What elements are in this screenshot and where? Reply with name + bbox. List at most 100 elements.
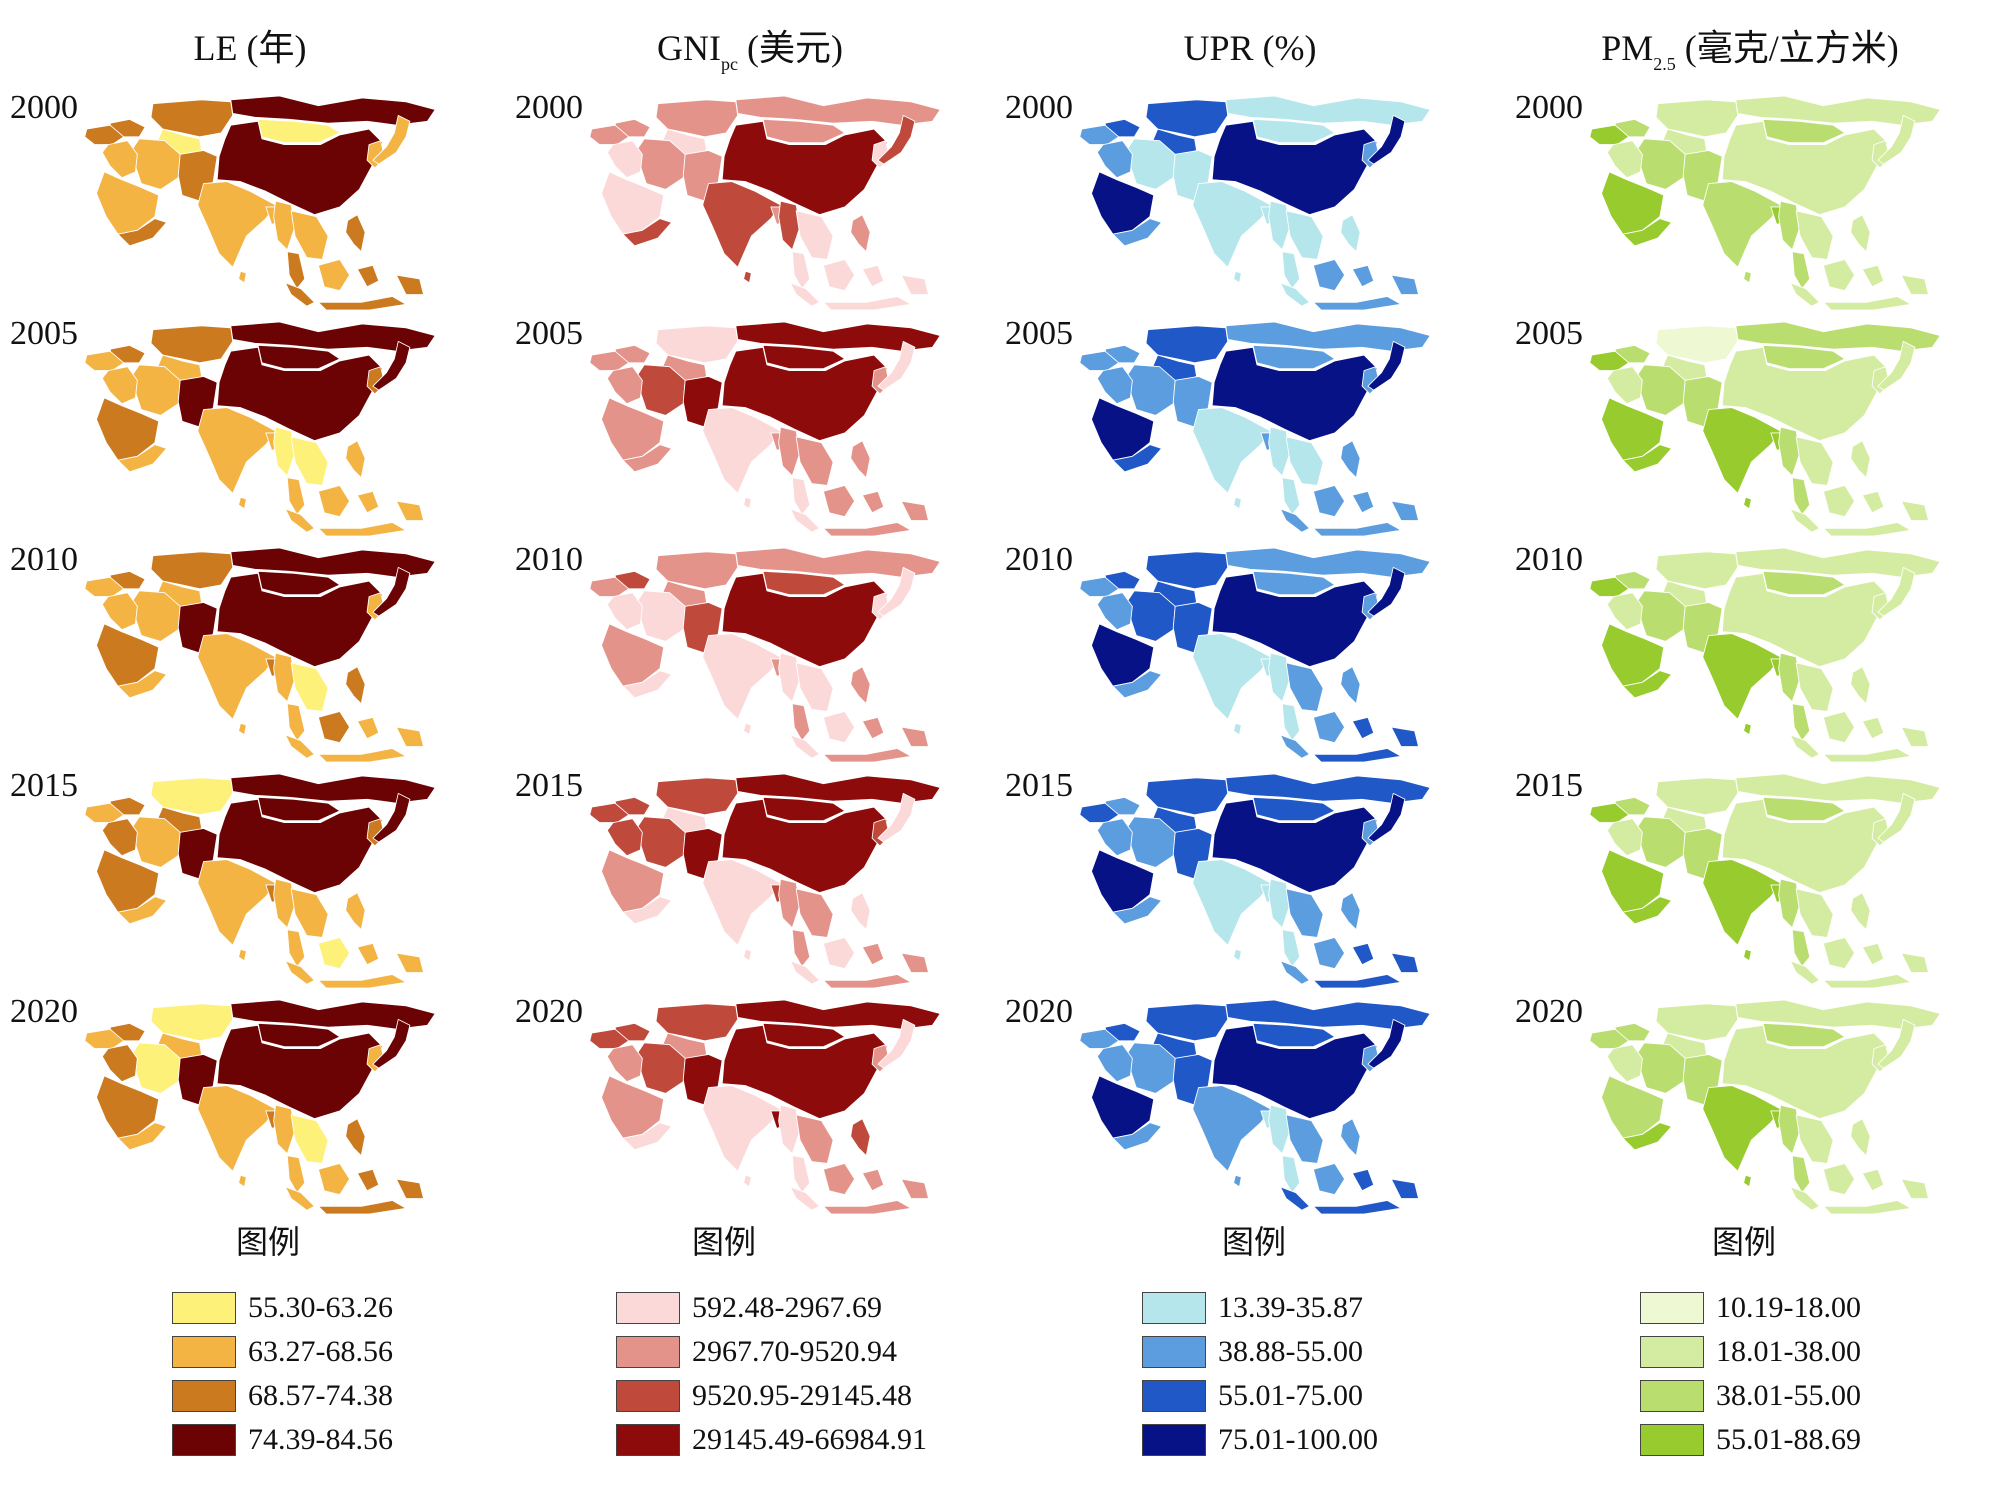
region-sumatra: [284, 1186, 315, 1211]
legend-label: 18.01-38.00: [1716, 1335, 1861, 1368]
region-sumatra: [1279, 960, 1310, 985]
region-myanmar: [778, 200, 801, 251]
legend-swatch: [616, 1292, 680, 1324]
region-indochina: [795, 662, 834, 712]
region-thai-malay: [286, 703, 306, 742]
legend-swatch: [1142, 1336, 1206, 1368]
legend-title: 图例: [236, 1224, 301, 1260]
legend-swatch: [172, 1380, 236, 1412]
year-map-panel: 2010: [1005, 540, 1465, 766]
region-yemen-oman: [622, 444, 672, 473]
region-indonesia-east: [822, 490, 929, 537]
region-philippines: [1340, 1118, 1361, 1157]
year-map-panel: 2000: [515, 88, 975, 314]
region-sri-lanka: [743, 496, 752, 510]
region-china: [1211, 346, 1379, 442]
region-china: [1721, 1024, 1889, 1120]
region-indonesia-east: [317, 1168, 424, 1215]
region-kazakhstan: [150, 325, 234, 364]
region-india: [197, 407, 277, 494]
region-iraq-syria: [1606, 818, 1643, 857]
region-kazakhstan: [1655, 99, 1739, 138]
region-arabia: [601, 1075, 665, 1139]
region-indonesia-east: [1822, 1168, 1929, 1215]
region-kazakhstan: [150, 551, 234, 590]
region-sumatra: [1789, 508, 1820, 533]
region-kazakhstan: [655, 325, 739, 364]
region-sumatra: [789, 508, 820, 533]
region-arabia: [1601, 623, 1665, 687]
region-russia-east: [735, 95, 941, 126]
region-sri-lanka: [743, 1174, 752, 1188]
year-label: 2010: [10, 541, 78, 578]
year-label: 2020: [515, 993, 583, 1030]
region-russia-east: [1735, 95, 1941, 126]
region-arabia: [601, 623, 665, 687]
legend-label: 38.88-55.00: [1218, 1335, 1363, 1368]
region-yemen-oman: [622, 1122, 672, 1151]
region-arabia: [601, 397, 665, 461]
region-india: [1702, 859, 1782, 946]
region-indonesia-east: [822, 942, 929, 989]
year-map-panel: 2000: [1515, 88, 1975, 314]
region-kazakhstan: [655, 1003, 739, 1042]
column-title: GNIpc (美元): [657, 28, 843, 74]
region-thai-malay: [1791, 929, 1811, 968]
region-japan: [877, 340, 916, 391]
region-thai-malay: [791, 1155, 811, 1194]
region-japan: [1367, 792, 1406, 843]
region-indonesia-east: [1822, 490, 1929, 537]
region-japan: [372, 792, 411, 843]
region-sumatra: [1279, 734, 1310, 759]
year-label: 2000: [10, 89, 78, 126]
region-russia-east: [735, 547, 941, 578]
region-japan: [372, 1018, 411, 1069]
region-arabia: [601, 849, 665, 913]
region-kazakhstan: [150, 1003, 234, 1042]
region-sumatra: [1279, 282, 1310, 307]
region-myanmar: [273, 652, 296, 703]
legend-label: 74.39-84.56: [248, 1423, 393, 1456]
region-iraq-syria: [101, 366, 138, 405]
region-arabia: [1091, 171, 1155, 235]
region-india: [702, 859, 782, 946]
region-sri-lanka: [1233, 270, 1242, 284]
region-sri-lanka: [743, 948, 752, 962]
region-china: [216, 346, 384, 442]
region-yemen-oman: [622, 670, 672, 699]
year-label: 2015: [515, 767, 583, 804]
region-indochina: [290, 888, 329, 938]
region-russia-east: [230, 547, 436, 578]
indicator-column: GNIpc (美元) 2000 2005 2010 2015 2020 图例 592.48-2…: [500, 0, 1000, 1492]
region-india: [702, 1085, 782, 1172]
year-map-panel: 2010: [1515, 540, 1975, 766]
year-map-panel: 2015: [10, 766, 470, 992]
region-sumatra: [284, 734, 315, 759]
region-myanmar: [273, 878, 296, 929]
year-label: 2010: [515, 541, 583, 578]
year-map-panel: 2020: [1005, 992, 1465, 1218]
region-indochina: [290, 436, 329, 486]
region-indonesia-east: [1822, 942, 1929, 989]
year-map-panel: 2010: [10, 540, 470, 766]
region-sri-lanka: [1233, 496, 1242, 510]
region-philippines: [1850, 214, 1871, 253]
region-sri-lanka: [1743, 496, 1752, 510]
region-indonesia-east: [317, 490, 424, 537]
region-iraq-syria: [1096, 818, 1133, 857]
region-yemen-oman: [622, 896, 672, 925]
region-indochina: [1285, 210, 1324, 260]
region-japan: [1877, 114, 1916, 165]
region-thai-malay: [1281, 929, 1301, 968]
region-kazakhstan: [655, 777, 739, 816]
region-borneo: [1822, 485, 1855, 518]
asia-choropleth-map: [84, 321, 436, 537]
year-label: 2015: [1515, 767, 1583, 804]
region-china: [721, 572, 889, 668]
region-indochina: [1795, 436, 1834, 486]
region-china: [216, 798, 384, 894]
region-kazakhstan: [150, 99, 234, 138]
region-borneo: [1312, 937, 1345, 970]
asia-choropleth-map: [1079, 773, 1431, 989]
region-mongolia: [257, 1022, 341, 1048]
